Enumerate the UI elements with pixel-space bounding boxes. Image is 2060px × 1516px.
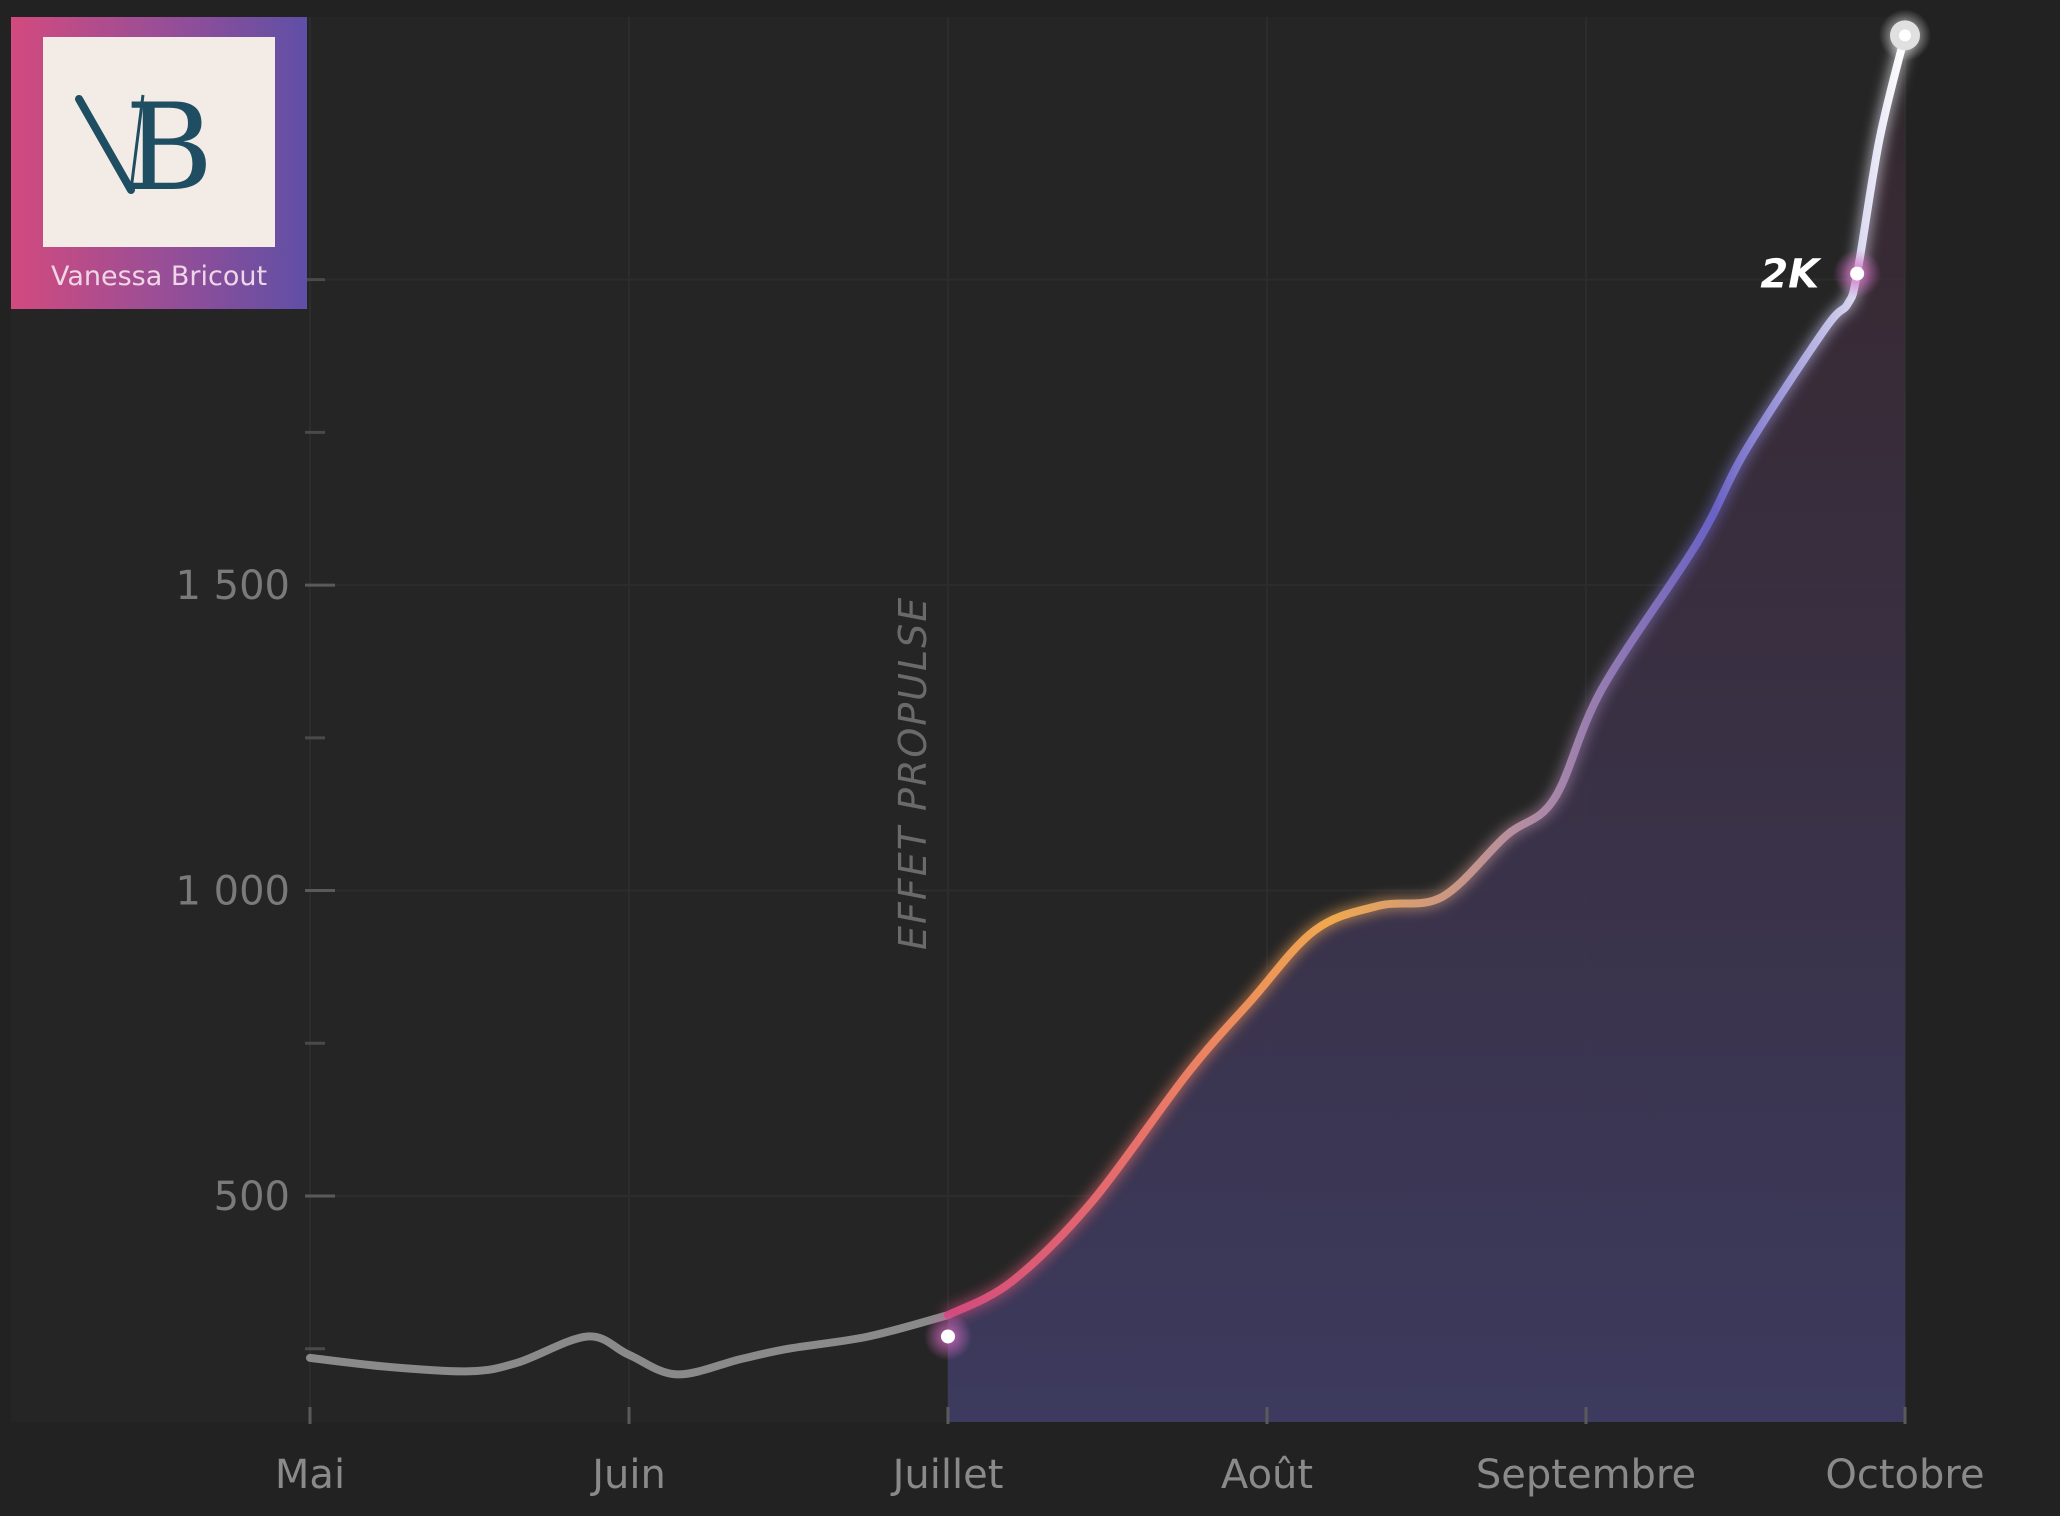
- y-tick-label: 1 000: [175, 869, 290, 915]
- annotation-label: EFFET PROPULSE: [891, 596, 935, 950]
- svg-text:B: B: [125, 79, 213, 218]
- markers: 2K: [924, 9, 1931, 1361]
- series-line-after: [944, 31, 1909, 1320]
- x-tick-label: Octobre: [1825, 1452, 1984, 1498]
- data-marker-core: [1899, 29, 1911, 42]
- x-tick-label: Août: [1221, 1452, 1313, 1498]
- x-tick-label: Septembre: [1476, 1452, 1696, 1498]
- x-tick-label: Mai: [275, 1452, 345, 1498]
- marker-label: 2K: [1760, 252, 1822, 298]
- y-tick-label: 1 500: [175, 563, 290, 609]
- data-marker: [941, 1329, 955, 1344]
- brand-logo: B Vanessa Bricout: [11, 17, 307, 309]
- logo-monogram-box: B: [43, 37, 275, 247]
- x-tick-label: Juin: [589, 1452, 666, 1498]
- logo-name: Vanessa Bricout: [50, 261, 268, 292]
- x-tick-label: Juillet: [890, 1452, 1004, 1498]
- y-tick-label: 500: [214, 1174, 290, 1220]
- data-marker: [1850, 266, 1865, 281]
- y-axis: 500 1 000 1 500: [175, 278, 335, 1351]
- series-line-before: [306, 1311, 952, 1379]
- series-line: [306, 31, 1909, 1379]
- monogram-icon: B: [75, 79, 213, 218]
- x-axis: Mai Juin Juillet Août Septembre Octobre: [275, 1407, 1985, 1498]
